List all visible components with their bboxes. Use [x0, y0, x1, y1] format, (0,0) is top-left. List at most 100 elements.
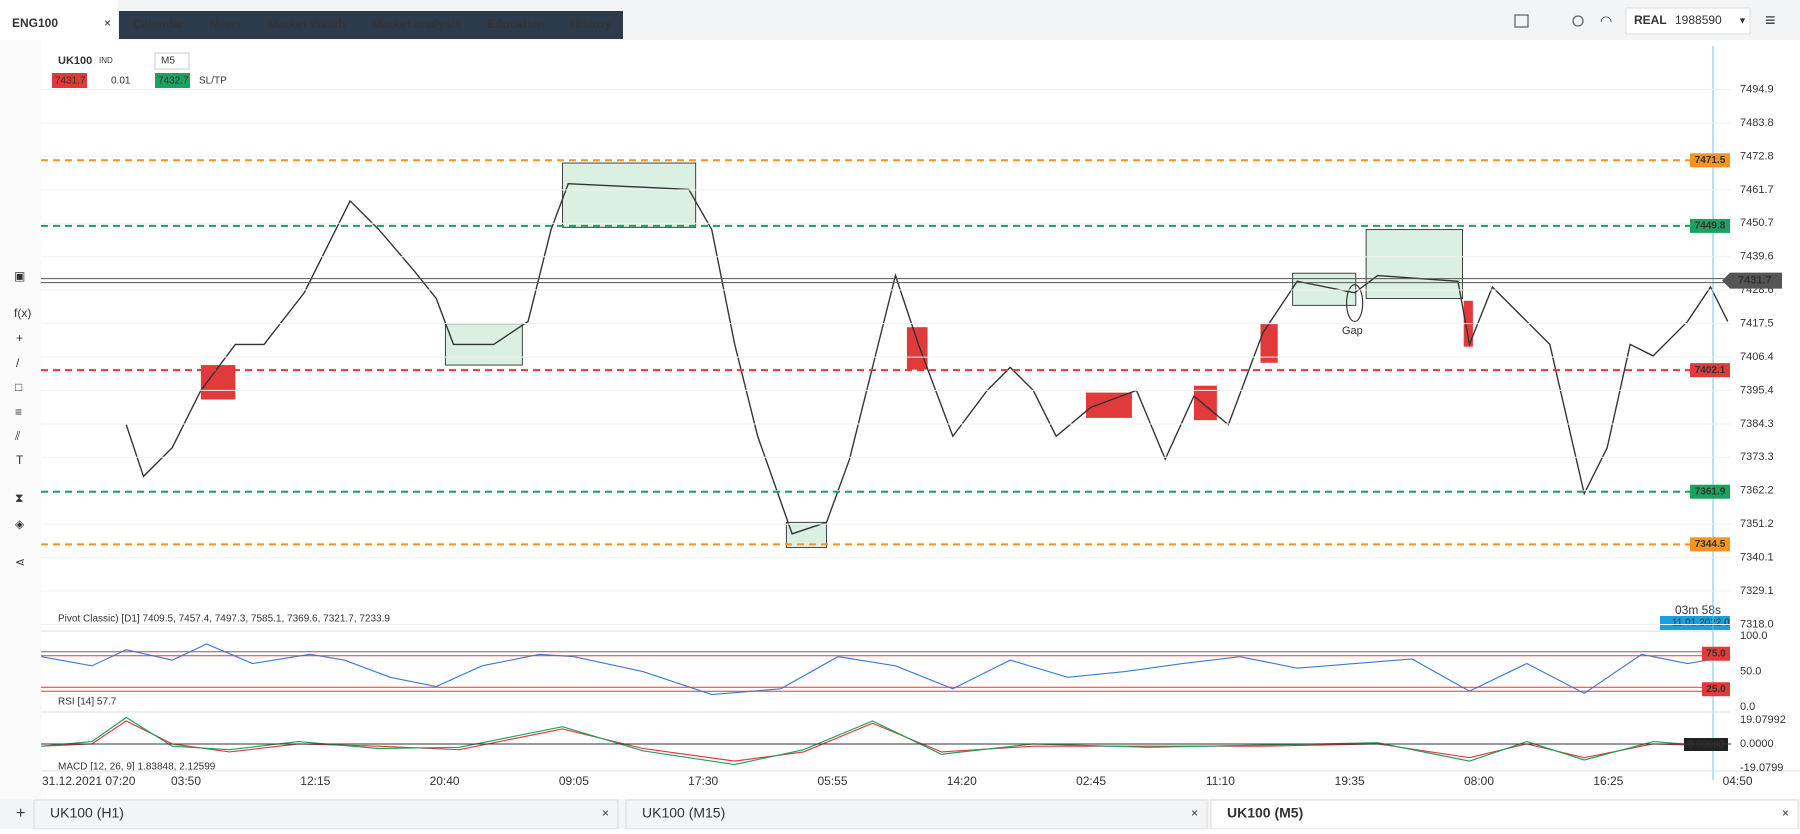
symbol-tab-bg[interactable] [0, 0, 118, 40]
tool-icon[interactable]: ⧗ [15, 491, 23, 505]
tool-icon[interactable]: ⋖ [15, 555, 25, 569]
tool-icon[interactable]: ◈ [15, 517, 25, 531]
close-icon[interactable]: × [104, 16, 111, 30]
timeframe[interactable]: M5 [161, 56, 175, 67]
macd-legend: MACD [12, 26, 9] 1.83848, 2.12599 [58, 762, 216, 773]
tab[interactable] [33, 799, 619, 830]
left-toolbar [0, 40, 41, 800]
tab-label[interactable]: UK100 (M15) [642, 805, 725, 821]
tab[interactable] [1210, 799, 1799, 830]
tool-icon[interactable]: / [16, 356, 20, 370]
tool-icon[interactable]: ⫽ [14, 429, 21, 443]
x-tick-label: 02:45 [1076, 774, 1106, 788]
layout-icon[interactable] [1514, 14, 1529, 28]
nav-item[interactable]: Calendar [133, 17, 185, 31]
instrument-symbol: UK100 [58, 55, 92, 67]
level-tag [1690, 363, 1730, 378]
nav-item[interactable]: Education [487, 17, 545, 31]
y-tick-label: 7373.3 [1740, 451, 1774, 463]
rsi-level-tag [1702, 646, 1730, 661]
account-mode: REAL [1634, 13, 1667, 27]
y-tick-label: 7494.9 [1740, 83, 1774, 95]
y-tick-label: 100.0 [1740, 630, 1768, 642]
level-tag [1690, 537, 1730, 552]
timeframe-box[interactable] [154, 52, 190, 70]
x-tick-label: 05:55 [817, 774, 847, 788]
level-tag [1690, 484, 1730, 499]
x-tick-label: 17:30 [688, 774, 718, 788]
pivot-legend: Pivot Classic) [D1] 7409.5, 7457.4, 7497… [58, 614, 390, 625]
tab-close[interactable]: × [602, 806, 609, 820]
nav-item[interactable]: Market Watch [268, 17, 346, 31]
x-tick-label: 20:40 [430, 774, 460, 788]
y-tick-label: 7340.1 [1740, 552, 1774, 564]
y-tick-label: 7351.2 [1740, 518, 1774, 530]
tool-icon[interactable]: □ [15, 380, 22, 394]
x-tick-label: 31.12.2021 07:20 [42, 774, 136, 788]
tab-close[interactable]: × [1782, 806, 1789, 820]
tool-icon[interactable]: T [16, 453, 24, 467]
level-tag [1690, 218, 1730, 233]
y-tick-label: 7450.7 [1740, 217, 1774, 229]
x-tick-label: 03:50 [171, 774, 201, 788]
buy-price[interactable]: 7432.7 [158, 76, 189, 87]
y-tick-label: 0.0 [1740, 701, 1755, 713]
level-label: 7344.5 [1695, 539, 1726, 550]
volume[interactable]: 0.01 [111, 76, 131, 87]
rsi-level-label: 75.0 [1706, 648, 1726, 659]
level-label: 7402.1 [1695, 365, 1726, 376]
y-tick-label: 7406.4 [1740, 351, 1774, 363]
countdown: 03m 58s [1675, 603, 1721, 617]
tab-close[interactable]: × [1191, 806, 1198, 820]
y-tick-label: 50.0 [1740, 665, 1761, 677]
y-tick-label: 7318.0 [1740, 618, 1774, 630]
bell-icon[interactable] [1572, 15, 1584, 27]
tool-icon[interactable]: + [16, 331, 23, 345]
nav-bar [119, 11, 623, 39]
account-box[interactable] [1625, 7, 1751, 35]
tab-label[interactable]: UK100 (M5) [1227, 805, 1303, 821]
tab[interactable] [625, 799, 1208, 830]
rsi-level-tag [1702, 682, 1730, 697]
level-label: 7449.8 [1695, 221, 1726, 232]
x-tick-label: 19:35 [1335, 774, 1365, 788]
nav-item[interactable]: Market analysis [372, 17, 462, 31]
sell-price[interactable]: 7431.7 [55, 76, 86, 87]
sltp[interactable]: SL/TP [199, 76, 227, 87]
level-label: 7471.5 [1695, 155, 1726, 166]
current-price-label: 7431.7 [1738, 275, 1772, 287]
account-number: 1988590 [1675, 13, 1722, 27]
nav-item[interactable]: News [210, 17, 242, 31]
tool-icon[interactable]: ≡ [15, 405, 22, 419]
x-tick-label: 08:00 [1464, 774, 1494, 788]
x-tick-label: 14:20 [947, 774, 977, 788]
y-tick-label: -19.0799 [1740, 762, 1783, 774]
dropdown-icon[interactable]: ▼ [1738, 15, 1747, 25]
rsi-level-label: 25.0 [1706, 684, 1726, 695]
tab-label[interactable]: UK100 (H1) [50, 805, 124, 821]
x-tick-label: 04:50 [1723, 774, 1753, 788]
sell-button[interactable] [52, 73, 87, 88]
y-tick-label: 0.0000 [1740, 738, 1774, 750]
y-tick-label: 7439.6 [1740, 251, 1774, 263]
tool-icon[interactable]: f(x) [14, 306, 31, 320]
level-label: 7361.9 [1695, 486, 1726, 497]
y-tick-label: 7461.7 [1740, 184, 1774, 196]
x-tick-label: 12:15 [300, 774, 330, 788]
x-tick-label: 11:10 [1206, 774, 1235, 788]
x-tick-label: 16:25 [1593, 774, 1623, 788]
buy-button[interactable] [155, 73, 190, 88]
nav-item[interactable]: History [570, 17, 612, 31]
add-tab[interactable]: + [16, 805, 25, 822]
current-price-tag [1722, 272, 1782, 289]
price-decor [41, 162, 1729, 766]
macd-current: 0.00000 [1688, 740, 1725, 751]
y-tick-label: 7329.1 [1740, 585, 1774, 597]
tool-icon[interactable]: ▣ [14, 269, 25, 283]
y-tick-label: 19.07992 [1740, 714, 1786, 726]
menu-icon[interactable]: ≡ [1765, 10, 1776, 30]
rsi-legend: RSI [14] 57.7 [58, 697, 117, 708]
symbol-tab[interactable]: ENG100 [12, 16, 58, 30]
